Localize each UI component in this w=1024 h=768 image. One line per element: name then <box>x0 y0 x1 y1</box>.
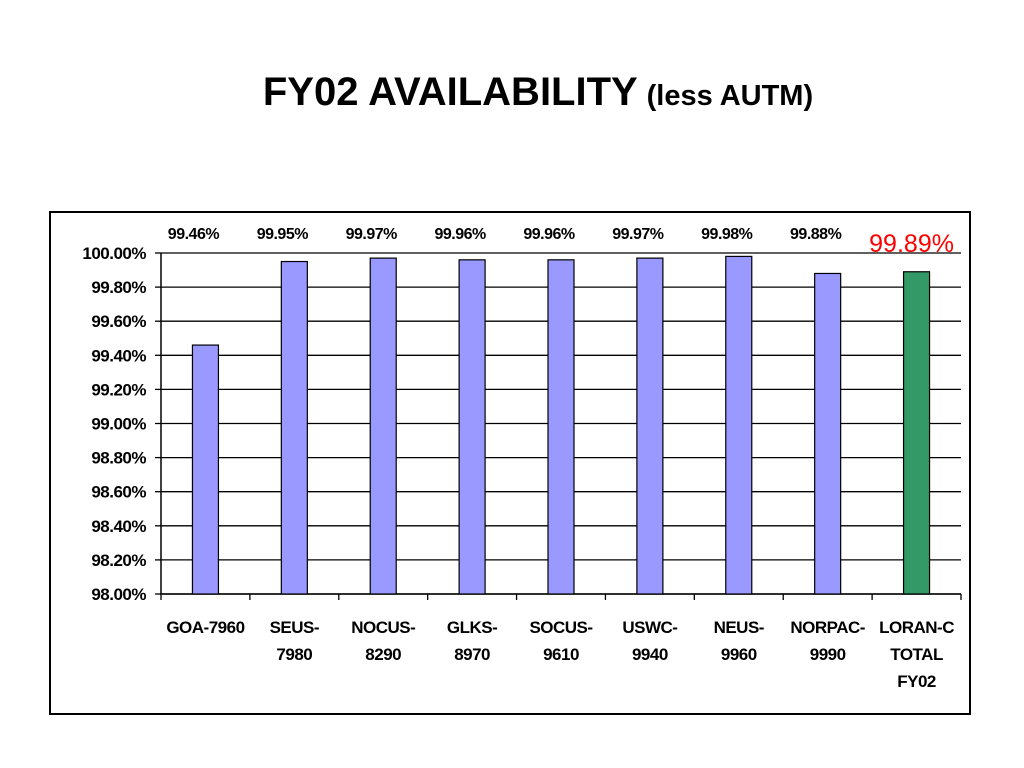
x-tick-label: SEUS- <box>270 618 319 637</box>
x-tick-label: 8290 <box>365 645 401 664</box>
x-tick-label: NOCUS- <box>351 618 415 637</box>
y-tick-label: 99.20% <box>91 380 146 399</box>
y-tick-label: 98.80% <box>91 449 146 468</box>
y-tick-label: 98.40% <box>91 517 146 536</box>
x-tick-label: 9940 <box>632 645 668 664</box>
y-tick-label: 100.00% <box>82 244 146 263</box>
y-tick-label: 98.00% <box>91 585 146 604</box>
x-tick-label: 9990 <box>810 645 846 664</box>
bar <box>369 257 397 595</box>
data-label: 99.96% <box>434 226 486 243</box>
data-label: 99.89% <box>869 230 954 258</box>
y-tick-label: 99.40% <box>91 346 146 365</box>
x-tick-label: 9610 <box>543 645 579 664</box>
slide-title: FY02 AVAILABILITY (less AUTM) <box>0 70 1024 115</box>
x-tick-label: LORAN-C <box>879 618 954 637</box>
y-tick-label: 99.80% <box>91 278 146 297</box>
data-label: 99.98% <box>701 226 753 243</box>
x-tick-label: USWC- <box>622 618 677 637</box>
data-label: 99.96% <box>523 226 575 243</box>
data-label: 99.97% <box>346 226 398 243</box>
bar <box>191 344 220 595</box>
x-tick-label: TOTAL <box>890 645 943 664</box>
slide-title-main: FY02 AVAILABILITY <box>262 70 638 114</box>
y-tick-label: 98.20% <box>91 551 146 570</box>
bar <box>902 271 931 595</box>
x-tick-label: 9960 <box>721 645 757 664</box>
y-tick-label: 99.00% <box>91 415 146 434</box>
x-tick-label: FY02 <box>897 672 936 691</box>
bar <box>636 257 664 595</box>
bar <box>547 259 575 595</box>
y-tick-label: 99.60% <box>91 312 146 331</box>
y-tick-label: 98.60% <box>91 483 146 502</box>
x-tick-label: 7980 <box>276 645 312 664</box>
bar <box>814 272 842 595</box>
x-tick-label: NEUS- <box>714 618 764 637</box>
x-tick-label: SOCUS- <box>529 618 592 637</box>
x-tick-label: 8970 <box>454 645 490 664</box>
bar <box>458 259 486 595</box>
bar <box>280 260 308 595</box>
data-label: 99.95% <box>257 226 309 243</box>
data-label: 99.97% <box>612 226 664 243</box>
slide-title-sub: (less AUTM) <box>646 80 814 112</box>
x-tick-label: GLKS- <box>447 618 497 637</box>
data-label: 99.88% <box>790 226 842 243</box>
x-tick-label: NORPAC- <box>790 618 865 637</box>
bar <box>725 255 753 595</box>
data-label: 99.46% <box>168 226 220 243</box>
x-tick-label: GOA-7960 <box>166 618 244 637</box>
